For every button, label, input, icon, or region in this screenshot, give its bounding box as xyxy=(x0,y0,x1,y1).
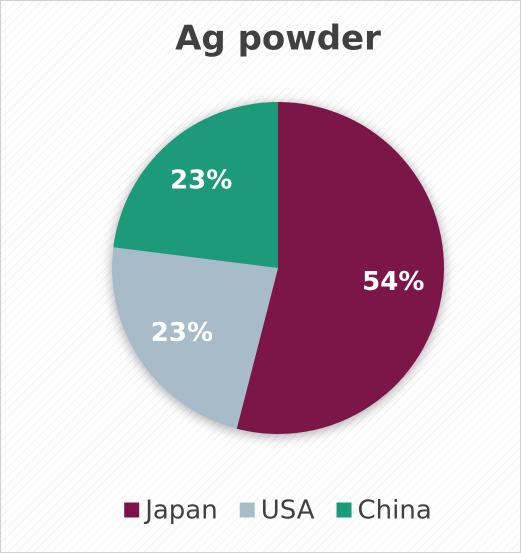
data-label: 23% xyxy=(151,318,213,348)
chart-title: Ag powder xyxy=(175,19,381,59)
data-label: 23% xyxy=(170,165,232,195)
legend-swatch xyxy=(239,502,255,518)
legend-swatch xyxy=(124,502,140,518)
pie-slice xyxy=(113,102,278,268)
data-label: 54% xyxy=(362,267,424,297)
legend-label: USA xyxy=(261,496,315,526)
pie-slice xyxy=(236,102,445,435)
pie-slice xyxy=(111,247,278,429)
legend-label: China xyxy=(358,496,432,526)
data-labels: 54% 23% 23% xyxy=(151,165,425,347)
pie xyxy=(111,102,445,435)
legend-swatch xyxy=(336,502,352,518)
legend-label: Japan xyxy=(143,496,218,526)
legend: Japan USA China xyxy=(124,496,432,526)
